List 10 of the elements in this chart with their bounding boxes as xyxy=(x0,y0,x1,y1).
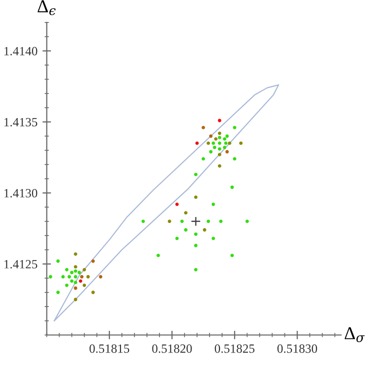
x-tick-label: 0.51820 xyxy=(152,344,192,353)
y-tick-label: 1.4135 xyxy=(4,118,38,126)
x-axis-title: Δ$_{σ}$ xyxy=(344,327,365,342)
x-tick-label: 0.51815 xyxy=(90,344,130,353)
y-tick-label: 1.4130 xyxy=(4,188,38,198)
x-tick-label: 0.51825 xyxy=(214,344,254,353)
y-tick-label: 1.4125 xyxy=(4,260,38,268)
y-axis-title: Δ$_{ϵ}$ xyxy=(38,0,56,16)
y-tick-label: 1.4140 xyxy=(4,46,38,56)
x-tick-label: 0.51830 xyxy=(277,344,318,353)
